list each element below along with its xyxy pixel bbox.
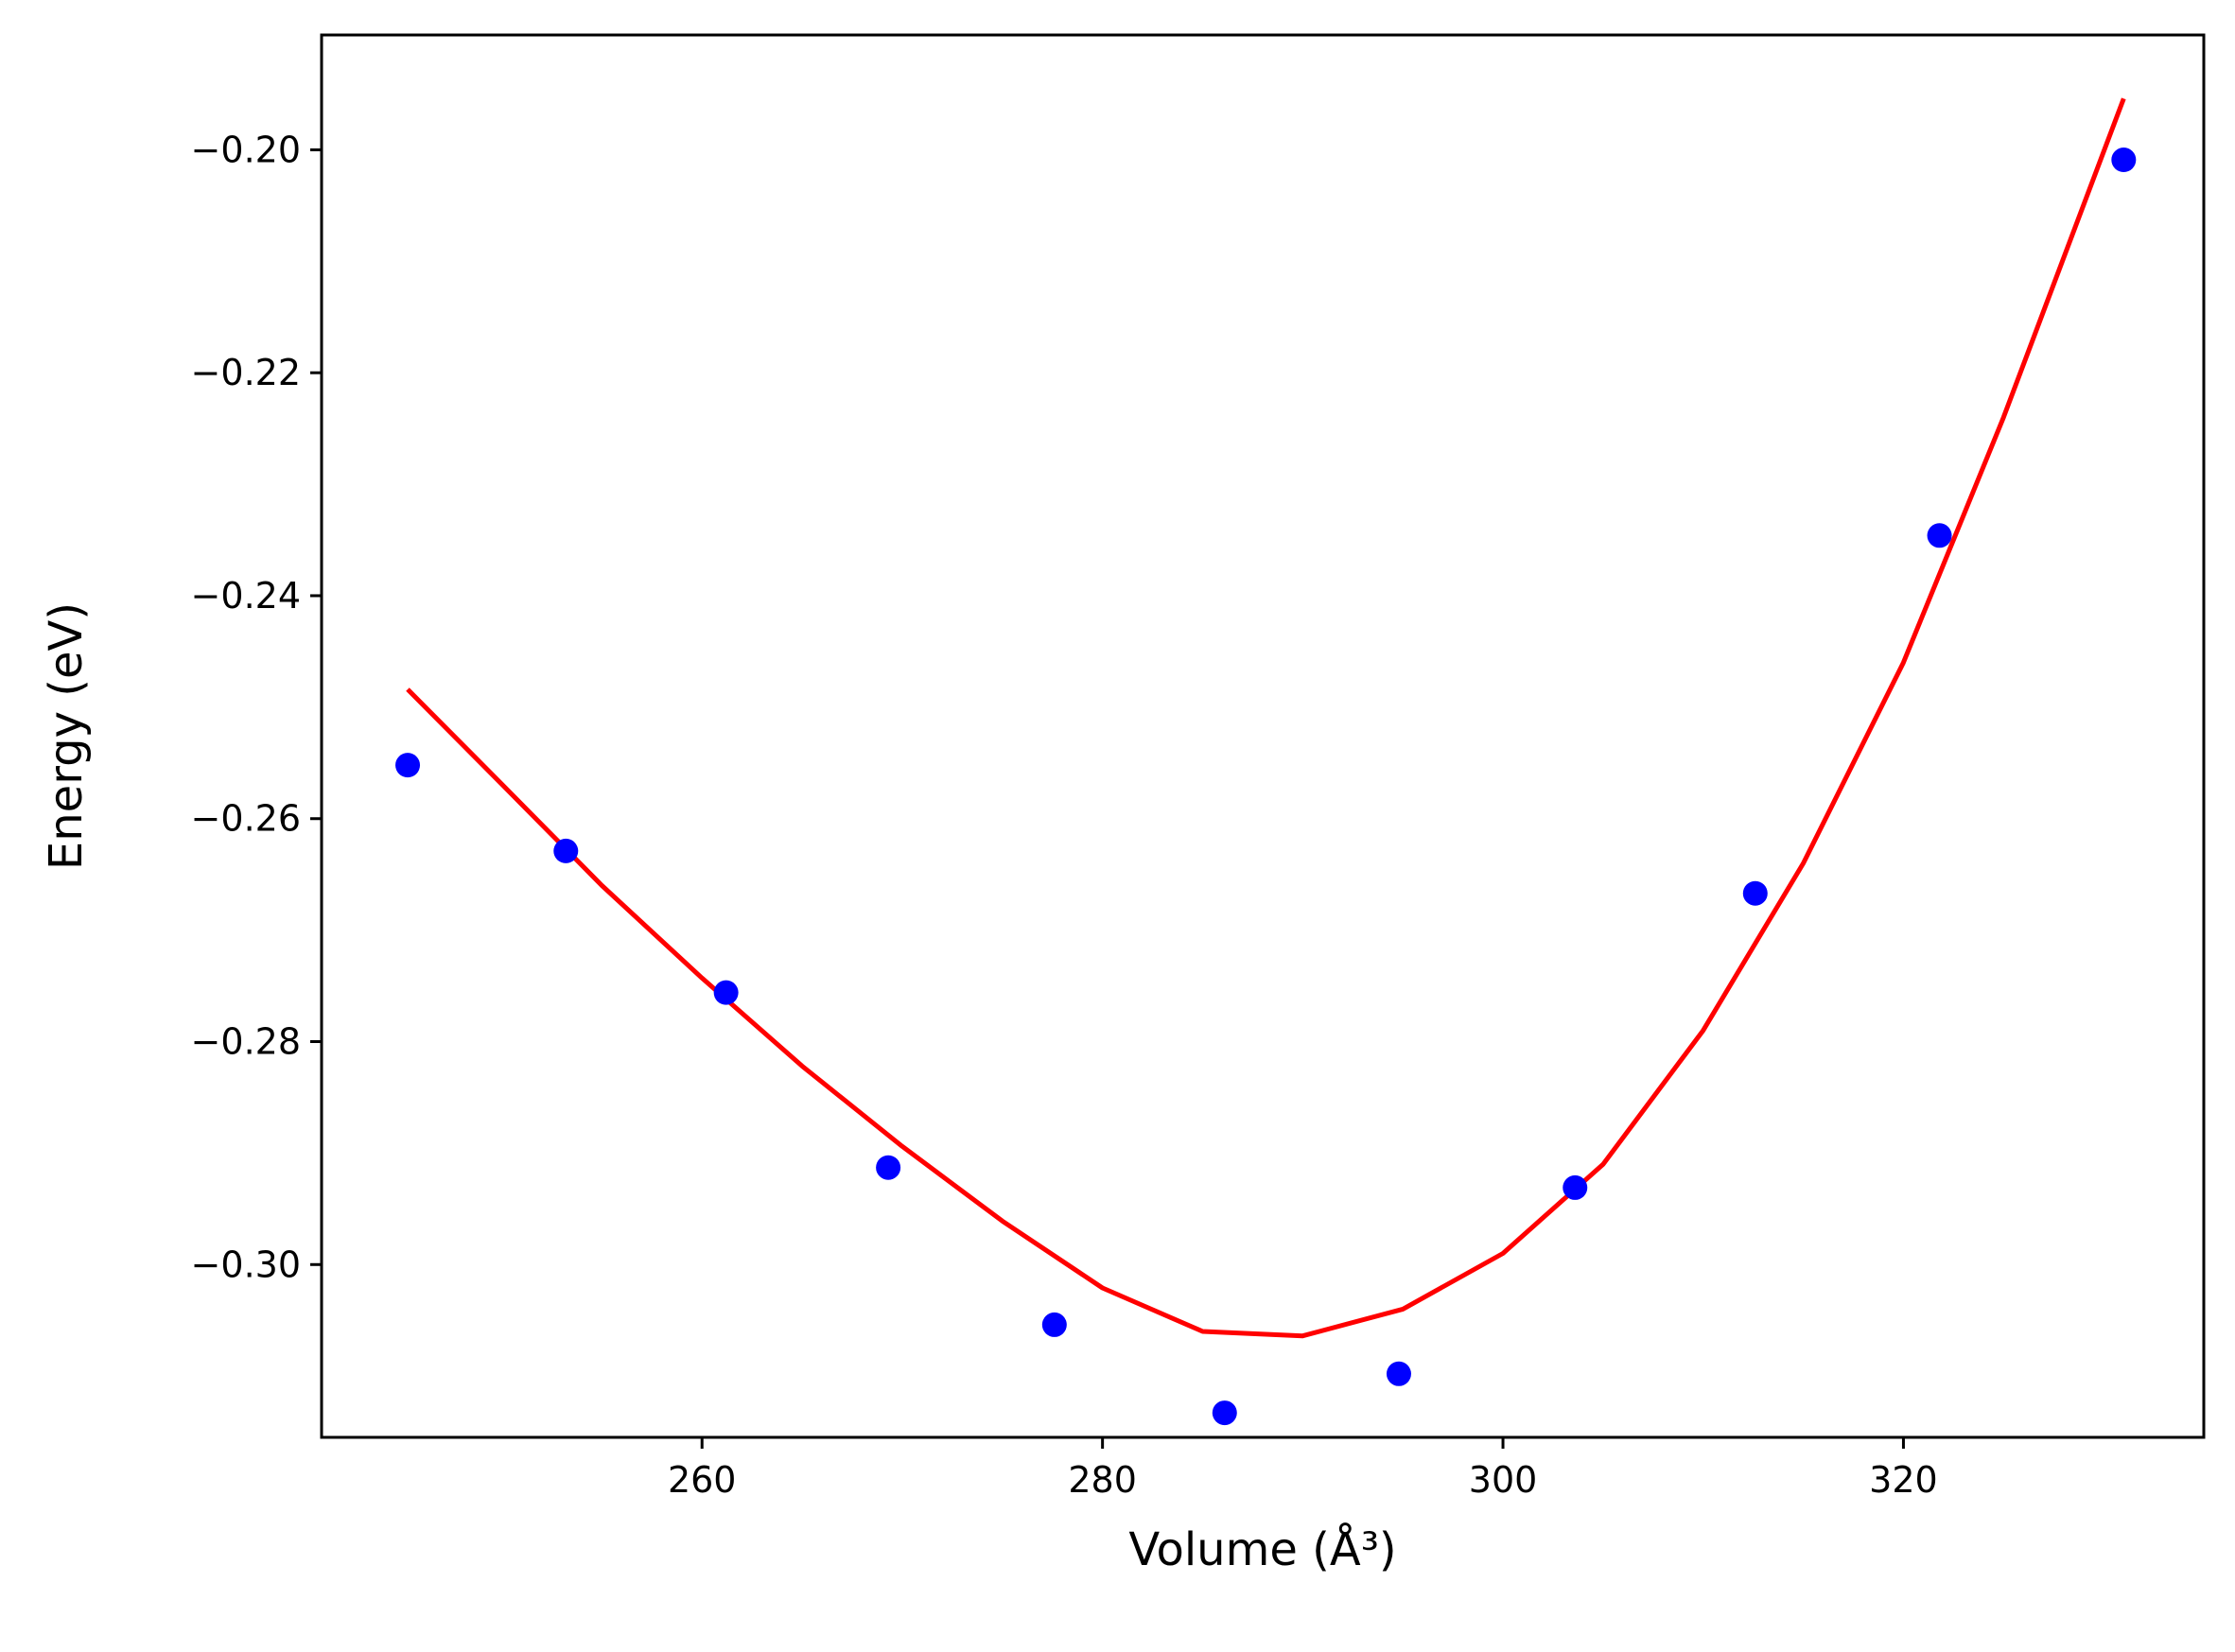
x-tick-label: 280 — [1068, 1459, 1137, 1501]
data-point — [1927, 523, 1952, 548]
x-axis-label: Volume (Å³) — [1128, 1522, 1396, 1576]
x-tick-label: 320 — [1869, 1459, 1938, 1501]
data-point — [2111, 148, 2137, 173]
x-tick-label: 260 — [668, 1459, 737, 1501]
y-tick-label: −0.30 — [191, 1243, 301, 1285]
y-tick-label: −0.22 — [191, 352, 301, 393]
y-tick-label: −0.28 — [191, 1021, 301, 1063]
data-points-layer — [395, 148, 2137, 1426]
x-tick-label: 300 — [1469, 1459, 1538, 1501]
x-axis-ticks: 260 280 300 320 — [668, 1437, 1938, 1501]
data-point — [553, 838, 579, 863]
data-point — [395, 753, 421, 778]
fit-curve-layer — [406, 97, 2126, 1339]
data-point — [1212, 1400, 1237, 1426]
plot-frame — [320, 33, 2206, 1439]
data-point — [1041, 1312, 1067, 1337]
y-axis-label: Energy (eV) — [40, 602, 93, 870]
fit-curve-line — [406, 97, 2126, 1339]
data-point — [1563, 1174, 1588, 1200]
y-tick-label: −0.26 — [191, 798, 301, 840]
y-tick-label: −0.20 — [191, 129, 301, 170]
y-tick-label: −0.24 — [191, 575, 301, 617]
data-point — [1386, 1361, 1411, 1386]
data-point — [876, 1155, 901, 1180]
y-axis-ticks: −0.20 −0.22 −0.24 −0.26 −0.28 −0.30 — [191, 129, 322, 1285]
data-point — [1742, 880, 1768, 906]
data-point — [713, 980, 739, 1005]
